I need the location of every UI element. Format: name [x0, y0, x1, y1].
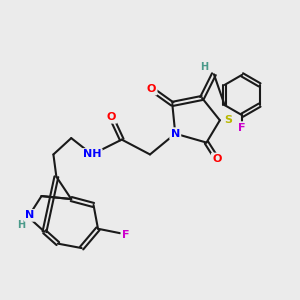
Text: H: H	[200, 62, 208, 72]
Text: O: O	[107, 112, 116, 122]
Text: H: H	[16, 220, 25, 230]
Text: S: S	[224, 115, 232, 125]
Text: N: N	[25, 210, 34, 220]
Text: NH: NH	[83, 149, 101, 160]
Text: O: O	[147, 84, 156, 94]
Text: O: O	[212, 154, 222, 164]
Text: F: F	[122, 230, 129, 240]
Text: N: N	[171, 129, 180, 139]
Text: F: F	[238, 123, 246, 133]
